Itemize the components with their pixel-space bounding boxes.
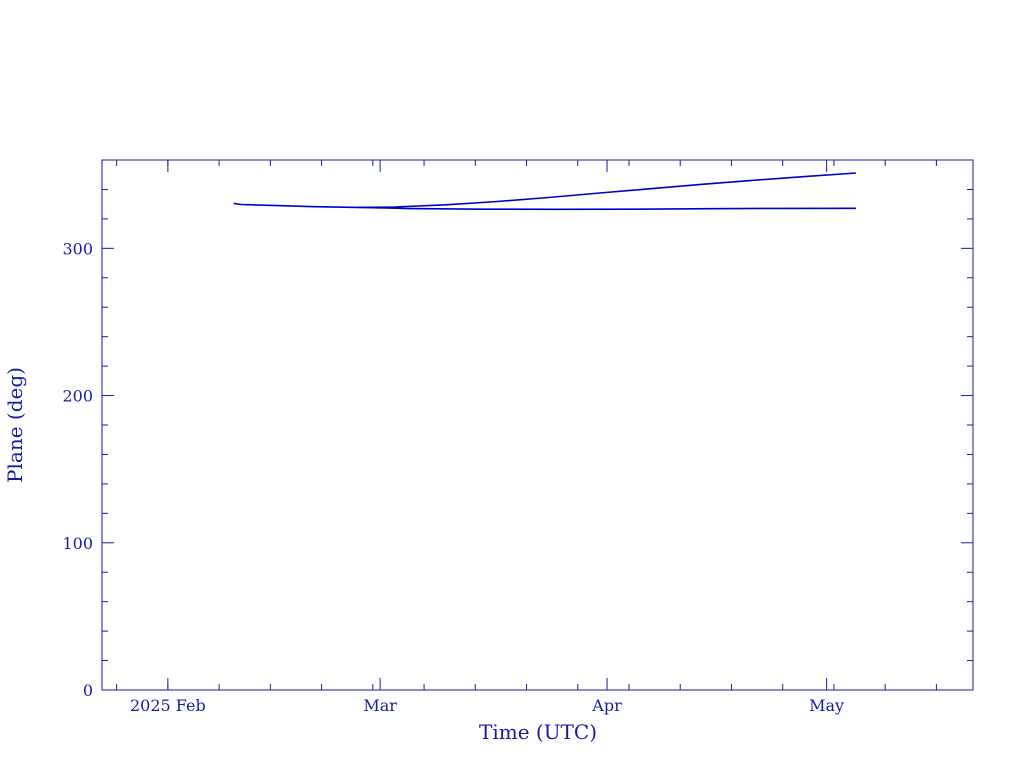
x-tick-label: Apr [591, 696, 622, 715]
x-axis-label: Time (UTC) [479, 720, 597, 744]
y-tick-label: 100 [62, 534, 93, 553]
y-axis-label: Plane (deg) [3, 367, 27, 483]
x-tick-label: Mar [363, 696, 397, 715]
series-line-1 [233, 172, 856, 209]
y-tick-label: 200 [62, 387, 93, 406]
x-axis-ticks: 2025 Feb Mar Apr May [116, 160, 937, 715]
y-axis-ticks: 0 100 200 300 [62, 159, 973, 700]
y-tick-label: 0 [83, 681, 93, 700]
y-tick-label: 300 [62, 239, 93, 258]
x-tick-label: 2025 Feb [130, 696, 206, 715]
series-layer [233, 172, 856, 211]
series-line-2 [358, 206, 856, 211]
x-tick-label: May [809, 696, 844, 715]
plot-frame [101, 159, 974, 691]
